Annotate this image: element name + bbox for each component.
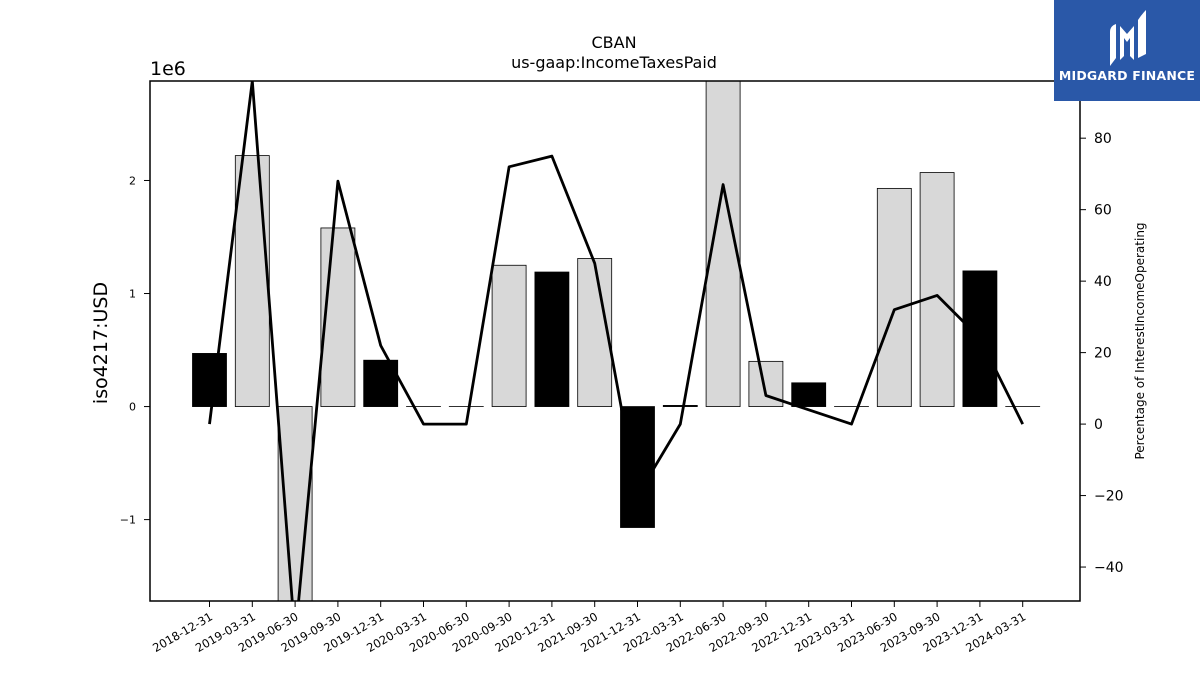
bar-2022-03-31 [662, 405, 698, 407]
plot-frame [149, 80, 1081, 602]
y-tick-label: 0 [129, 401, 136, 414]
x-axis-ticks: 2018-12-312019-03-312019-06-302019-09-30… [150, 601, 1028, 655]
bar-2021-12-31 [620, 406, 655, 528]
bar-2020-09-30 [491, 264, 527, 407]
bar-2020-12-31 [534, 271, 570, 407]
bar-2019-09-30 [320, 227, 356, 407]
midgard-finance-logo: MIDGARD FINANCE [1054, 0, 1200, 101]
bar-series [192, 81, 1041, 601]
y-axis-label: iso4217:USD [90, 282, 112, 404]
y2-axis-ticks: −40 −20 0 20 40 60 80 [1080, 131, 1124, 576]
logo-icon [1110, 10, 1146, 66]
chart-subtitle: us-gaap:IncomeTaxesPaid [511, 53, 717, 72]
bar-2023-09-30 [919, 172, 955, 407]
line-percentage-interest-income [208, 81, 1024, 601]
y2-tick-label: 80 [1094, 131, 1112, 147]
bar-2019-12-31 [363, 359, 399, 407]
y2-tick-label: 60 [1094, 203, 1112, 219]
y-tick-label: −1 [120, 514, 136, 527]
y-tick-label: 2 [129, 174, 136, 187]
y2-axis-label: Percentage of InterestIncomeOperating [1133, 222, 1147, 459]
chart-title: CBAN [591, 33, 636, 52]
y-axis-ticks: −1 0 1 2 [120, 174, 150, 527]
y2-tick-label: 20 [1094, 346, 1112, 362]
bar-2022-12-31 [791, 382, 827, 407]
y2-tick-label: −40 [1094, 560, 1124, 576]
y-offset-label: 1e6 [150, 58, 186, 80]
y-tick-label: 1 [129, 288, 136, 301]
bar-2018-12-31 [192, 353, 227, 407]
logo-text: MIDGARD FINANCE [1058, 68, 1196, 83]
y2-tick-label: 0 [1094, 417, 1103, 433]
y2-tick-label: 40 [1094, 274, 1112, 290]
bar-2019-03-31 [234, 155, 270, 407]
y2-tick-label: −20 [1094, 489, 1124, 505]
line-series [208, 81, 1024, 601]
bar-2023-06-30 [876, 187, 912, 407]
